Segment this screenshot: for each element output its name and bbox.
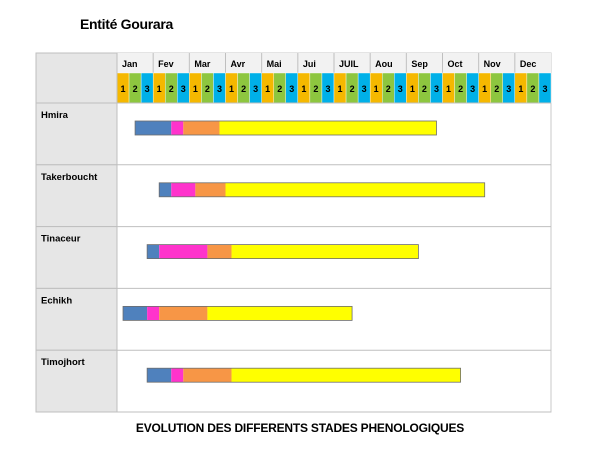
stage-bar-3 bbox=[183, 121, 220, 135]
decade-number: 3 bbox=[325, 84, 330, 94]
stage-bar-1 bbox=[123, 306, 148, 321]
decade-number: 1 bbox=[301, 84, 306, 94]
stage-bar-2 bbox=[147, 306, 160, 321]
stage-bar-4 bbox=[231, 244, 419, 259]
stage-bar-outline bbox=[122, 305, 353, 321]
decade-number: 2 bbox=[241, 84, 246, 94]
stage-bar-1 bbox=[147, 368, 172, 383]
stage-bar-2 bbox=[159, 244, 208, 259]
stage-bar-outline bbox=[146, 244, 419, 260]
decade-number: 3 bbox=[398, 84, 403, 94]
stage-bar-4 bbox=[231, 368, 461, 383]
decade-number: 2 bbox=[494, 84, 499, 94]
chart-caption: EVOLUTION DES DIFFERENTS STADES PHENOLOG… bbox=[135, 421, 465, 435]
row-label-cell bbox=[35, 349, 118, 413]
decade-number: 1 bbox=[229, 84, 234, 94]
header-corner-cell bbox=[35, 52, 118, 104]
month-label-avr: Avr bbox=[231, 59, 246, 69]
row-label-cell bbox=[35, 287, 118, 351]
row-label-tinaceur: Tinaceur bbox=[41, 234, 81, 245]
decade-number: 2 bbox=[277, 84, 282, 94]
table-frame bbox=[35, 52, 552, 413]
decade-number: 1 bbox=[410, 84, 415, 94]
month-label-aou: Aou bbox=[375, 59, 393, 69]
month-label-mai: Mai bbox=[267, 59, 282, 69]
decade-number: 3 bbox=[506, 84, 511, 94]
month-label-sep: Sep bbox=[411, 59, 428, 69]
stage-bar-outline bbox=[146, 367, 461, 383]
stage-bar-4 bbox=[207, 306, 353, 321]
decade-number: 1 bbox=[121, 84, 126, 94]
decade-number: 1 bbox=[338, 84, 343, 94]
decade-number: 3 bbox=[434, 84, 439, 94]
month-label-nov: Nov bbox=[484, 59, 501, 69]
stage-bar-3 bbox=[195, 182, 226, 197]
month-label-dec: Dec bbox=[520, 59, 537, 69]
decade-number: 3 bbox=[542, 84, 547, 94]
decade-number: 1 bbox=[446, 84, 451, 94]
decade-number: 3 bbox=[253, 84, 258, 94]
decade-number: 2 bbox=[205, 84, 210, 94]
stage-bar-4 bbox=[219, 121, 437, 135]
stage-bar-2 bbox=[171, 121, 184, 135]
decade-number: 2 bbox=[422, 84, 427, 94]
stage-bar-outline bbox=[158, 182, 486, 198]
decade-number: 1 bbox=[157, 84, 162, 94]
decade-number: 1 bbox=[482, 84, 487, 94]
month-label-jan: Jan bbox=[122, 59, 138, 69]
stage-bar-1 bbox=[147, 244, 160, 259]
month-label-mar: Mar bbox=[194, 59, 211, 69]
decade-number: 3 bbox=[181, 84, 186, 94]
decade-number: 2 bbox=[386, 84, 391, 94]
month-label-jui: Jui bbox=[303, 59, 316, 69]
decade-number: 1 bbox=[265, 84, 270, 94]
row-label-hmira: Hmira bbox=[41, 110, 69, 121]
decade-number: 2 bbox=[313, 84, 318, 94]
decade-number: 1 bbox=[374, 84, 379, 94]
stage-bar-outline bbox=[134, 120, 437, 136]
decade-number: 2 bbox=[169, 84, 174, 94]
row-label-echikh: Echikh bbox=[41, 295, 72, 306]
decade-number: 3 bbox=[217, 84, 222, 94]
stage-bar-4 bbox=[225, 182, 485, 197]
decade-number: 1 bbox=[518, 84, 523, 94]
stage-bar-1 bbox=[135, 121, 172, 135]
decade-number: 3 bbox=[470, 84, 475, 94]
decade-number: 2 bbox=[350, 84, 355, 94]
stage-bar-2 bbox=[171, 368, 184, 383]
row-label-timojhort: Timojhort bbox=[41, 357, 85, 368]
month-label-oct: Oct bbox=[448, 59, 463, 69]
stage-bar-3 bbox=[159, 306, 208, 321]
stage-bar-3 bbox=[207, 244, 232, 259]
month-label-fev: Fev bbox=[158, 59, 174, 69]
decade-number: 3 bbox=[145, 84, 150, 94]
decade-number: 3 bbox=[289, 84, 294, 94]
stage-bar-2 bbox=[171, 182, 196, 197]
decade-number: 2 bbox=[133, 84, 138, 94]
decade-number: 2 bbox=[458, 84, 463, 94]
decade-number: 1 bbox=[193, 84, 198, 94]
stage-bar-3 bbox=[183, 368, 232, 383]
decade-number: 3 bbox=[362, 84, 367, 94]
month-label-juil: JUIL bbox=[339, 59, 359, 69]
stage-bar-1 bbox=[159, 182, 172, 197]
row-label-takerboucht: Takerboucht bbox=[41, 172, 98, 183]
chart-title: Entité Gourara bbox=[80, 16, 174, 32]
decade-number: 2 bbox=[530, 84, 535, 94]
